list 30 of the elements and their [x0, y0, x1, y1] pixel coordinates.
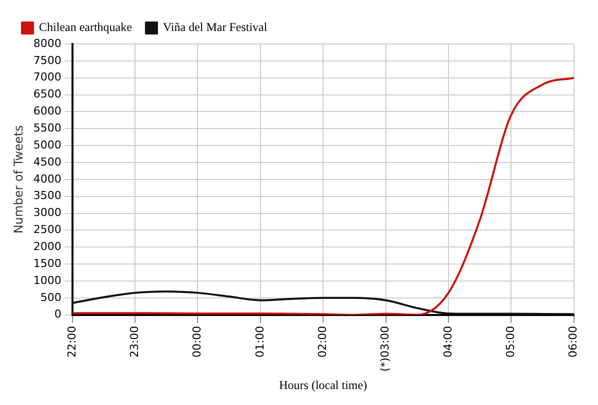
y-tick-label: 7500 — [33, 54, 62, 67]
x-tick-label: 23:00 — [128, 326, 141, 358]
y-tick-label: 4000 — [33, 172, 62, 186]
legend-label: Viña del Mar Festival — [162, 20, 268, 34]
y-tick-label: 3500 — [33, 189, 62, 202]
y-tick-label: 3000 — [33, 206, 62, 220]
legend-label: Chilean earthquake — [39, 20, 132, 34]
x-axis-title: Hours (local time) — [279, 378, 368, 392]
x-tick-label: (*)03:00 — [378, 326, 392, 372]
y-tick-label: 2000 — [33, 240, 62, 253]
y-tick-label: 4500 — [33, 155, 62, 168]
x-tick-label: 01:00 — [253, 326, 266, 358]
y-axis-title: Number of Tweets — [11, 125, 26, 234]
y-tick-label: 7000 — [33, 70, 62, 84]
x-tick-label: 04:00 — [441, 326, 454, 358]
x-tick-label: 05:00 — [504, 326, 517, 358]
y-tick-label: 0 — [54, 308, 62, 321]
y-tick-label: 8000 — [33, 36, 62, 50]
y-tick-label: 5500 — [33, 121, 62, 134]
x-tick-label: 00:00 — [190, 326, 204, 358]
y-tick-label: 2500 — [33, 223, 62, 236]
y-tick-label: 500 — [40, 290, 62, 304]
y-tick-label: 6000 — [33, 104, 62, 118]
x-tick-label: 22:00 — [65, 326, 78, 358]
x-tick-label: 02:00 — [316, 326, 329, 358]
y-tick-label: 1500 — [33, 256, 62, 270]
y-tick-label: 1000 — [33, 274, 62, 287]
y-tick-label: 5000 — [33, 138, 62, 152]
x-tick-label: 06:00 — [566, 326, 580, 358]
y-tick-label: 6500 — [33, 88, 62, 101]
